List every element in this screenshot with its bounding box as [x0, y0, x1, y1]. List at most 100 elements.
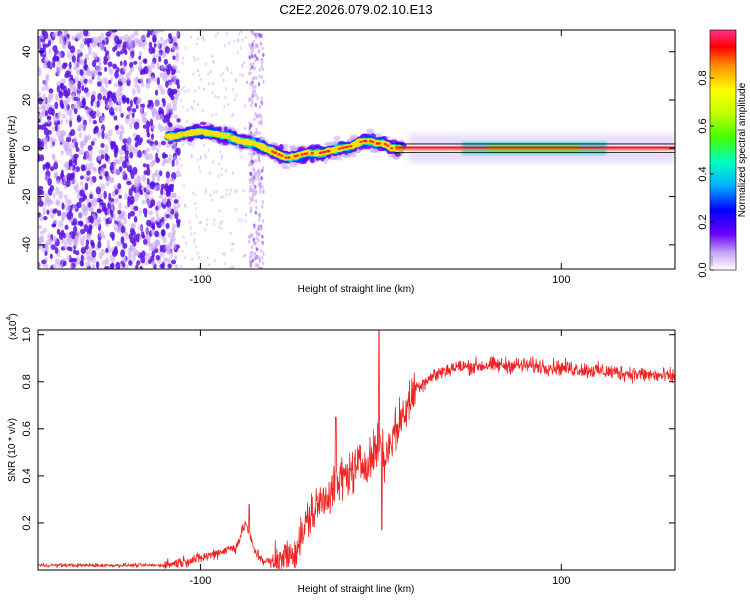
noise-blob [129, 99, 133, 108]
noise-blob [191, 154, 194, 159]
noise-blob [89, 193, 93, 200]
streak-blob [254, 256, 257, 261]
noise-blob [121, 210, 126, 216]
noise-blob [88, 245, 93, 251]
noise-blob [79, 228, 86, 235]
noise-blob [92, 51, 96, 60]
noise-blob [154, 239, 160, 244]
noise-blob [79, 189, 85, 197]
y-tick-label: 0.4 [21, 468, 33, 483]
noise-blob [91, 265, 96, 269]
noise-blob [159, 170, 163, 176]
noise-blob [60, 119, 64, 125]
noise-blob [169, 239, 173, 248]
noise-blob [77, 80, 82, 90]
noise-blob [223, 252, 226, 256]
noise-blob [132, 87, 136, 96]
streak-blob [248, 188, 251, 193]
streak-blob [248, 71, 251, 76]
noise-blob [161, 97, 165, 104]
noise-blob [122, 258, 127, 264]
ridge-blob [202, 130, 211, 137]
streak-blob [254, 58, 257, 63]
noise-blob [215, 190, 218, 194]
noise-blob [222, 78, 225, 83]
noise-blob [88, 224, 93, 231]
noise-blob [117, 210, 122, 215]
noise-blob [165, 109, 170, 115]
noise-blob [52, 209, 58, 214]
noise-blob [80, 254, 84, 262]
noise-blob [150, 61, 156, 69]
noise-blob [164, 195, 168, 204]
ridge-hotspot [277, 153, 281, 156]
streak-blob [257, 177, 261, 182]
noise-blob [106, 239, 110, 248]
noise-blob [73, 249, 77, 255]
noise-blob [127, 255, 132, 262]
noise-blob [52, 192, 56, 199]
streak-blob [250, 162, 253, 167]
noise-blob [143, 238, 148, 245]
noise-blob [45, 75, 49, 83]
noise-blob [135, 264, 139, 269]
noise-blob [139, 265, 143, 269]
streak-blob [252, 65, 255, 70]
noise-blob [83, 134, 87, 143]
noise-blob [105, 31, 111, 37]
noise-blob [185, 241, 188, 245]
noise-blob [220, 226, 223, 231]
noise-blob [98, 60, 102, 67]
noise-blob [143, 58, 148, 65]
noise-blob [85, 108, 91, 115]
noise-blob [75, 231, 82, 238]
noise-blob [197, 158, 200, 162]
streak-blob [252, 92, 255, 97]
noise-blob [80, 247, 87, 255]
noise-blob [52, 263, 57, 269]
noise-blob [150, 133, 154, 140]
noise-blob [218, 225, 221, 229]
streak-blob [250, 245, 254, 250]
streak-blob [255, 127, 258, 132]
streak-blob [256, 33, 259, 38]
ridge-blob [199, 121, 207, 126]
ridge-blob [309, 144, 317, 149]
streak-blob [251, 48, 254, 53]
noise-blob [133, 83, 139, 88]
streak-blob [253, 223, 256, 228]
noise-blob [176, 203, 181, 209]
noise-blob [130, 34, 135, 40]
streak-blob [262, 252, 265, 257]
streak-blob [250, 30, 253, 34]
noise-blob [90, 114, 96, 119]
noise-blob [186, 108, 189, 112]
noise-blob [167, 263, 173, 269]
streak-blob [260, 75, 264, 80]
noise-blob [129, 122, 133, 130]
noise-blob [166, 200, 172, 208]
noise-blob [197, 69, 200, 73]
noise-blob [204, 62, 207, 66]
ridge-hotspot [284, 156, 288, 159]
noise-blob [190, 35, 193, 39]
streak-blob [249, 171, 252, 176]
noise-blob [146, 163, 150, 170]
noise-blob [49, 253, 53, 260]
noise-blob [169, 177, 175, 182]
noise-blob [166, 69, 171, 76]
snr-x-ticks: -100 100 [189, 330, 570, 587]
noise-blob [212, 82, 215, 86]
streak-blob [257, 224, 260, 229]
streak-blob [261, 219, 265, 224]
colorbar-tick-label: 0.4 [697, 166, 709, 181]
noise-blob [133, 121, 140, 130]
noise-blob [104, 66, 108, 72]
noise-blob [126, 97, 130, 105]
noise-blob [128, 188, 133, 197]
noise-blob [128, 259, 133, 266]
noise-blob [136, 139, 142, 146]
noise-blob [129, 55, 133, 60]
colorbar-tick-label: 0.2 [697, 214, 709, 229]
noise-blob [147, 99, 154, 105]
